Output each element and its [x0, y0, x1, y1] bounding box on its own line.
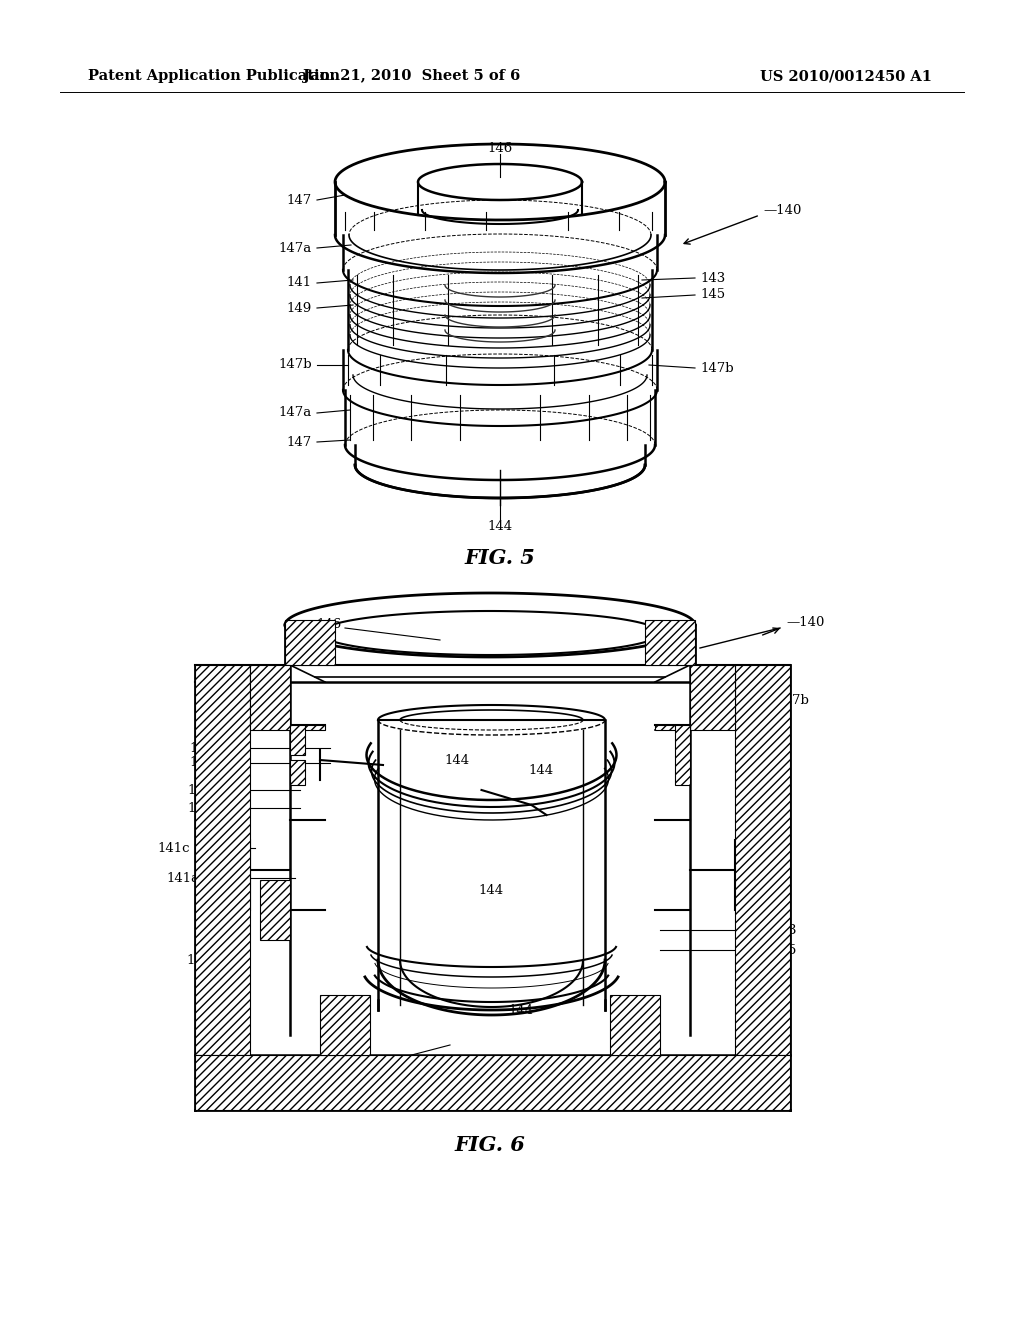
Bar	[319, 995, 370, 1055]
Text: 147b: 147b	[700, 362, 733, 375]
Text: Patent Application Publication: Patent Application Publication	[88, 69, 340, 83]
Text: —145: —145	[758, 944, 797, 957]
Text: 145: 145	[189, 742, 215, 755]
Text: 147a: 147a	[207, 704, 240, 717]
Text: 141c: 141c	[158, 842, 190, 854]
Text: 149: 149	[287, 301, 312, 314]
Bar	[735, 665, 790, 1055]
Text: 147: 147	[287, 194, 312, 206]
Text: 144: 144	[529, 763, 554, 776]
Bar	[290, 725, 325, 730]
Text: 141: 141	[187, 784, 213, 796]
Text: 143: 143	[700, 272, 725, 285]
Text: 149: 149	[187, 801, 213, 814]
Text: 141: 141	[287, 276, 312, 289]
Text: 147: 147	[195, 978, 220, 991]
Text: 143: 143	[189, 756, 215, 770]
Text: —143: —143	[758, 924, 797, 936]
Text: 147a: 147a	[186, 953, 220, 966]
Text: 146: 146	[370, 1059, 394, 1072]
Bar	[195, 665, 250, 1055]
Text: —147b: —147b	[762, 693, 809, 706]
Text: 147: 147	[224, 673, 250, 686]
Bar	[645, 620, 695, 665]
Text: FIG. 5: FIG. 5	[465, 548, 536, 568]
Text: FIG. 6: FIG. 6	[455, 1135, 525, 1155]
Bar	[610, 995, 660, 1055]
Bar	[290, 760, 305, 785]
Text: 141a: 141a	[167, 871, 200, 884]
Text: 144: 144	[509, 1003, 535, 1016]
Bar	[195, 622, 790, 1110]
Text: 147: 147	[287, 436, 312, 449]
Text: US 2010/0012450 A1: US 2010/0012450 A1	[760, 69, 932, 83]
Text: 146: 146	[316, 618, 342, 631]
Text: —140: —140	[763, 203, 802, 216]
Bar	[655, 725, 690, 730]
Bar	[250, 665, 290, 730]
Bar	[690, 665, 735, 730]
Text: 146: 146	[487, 143, 513, 156]
Text: 147a: 147a	[279, 242, 312, 255]
Text: 147a: 147a	[279, 407, 312, 420]
Bar	[675, 725, 690, 785]
Text: Jan. 21, 2010  Sheet 5 of 6: Jan. 21, 2010 Sheet 5 of 6	[303, 69, 520, 83]
Bar	[285, 620, 335, 665]
Bar	[195, 1055, 790, 1110]
Text: 144: 144	[487, 520, 513, 533]
Text: 145: 145	[700, 289, 725, 301]
Text: 144: 144	[444, 754, 469, 767]
Text: 144: 144	[479, 883, 504, 896]
Bar	[290, 725, 305, 755]
Text: 147b: 147b	[279, 359, 312, 371]
Text: —140: —140	[786, 616, 824, 630]
Bar	[260, 880, 290, 940]
